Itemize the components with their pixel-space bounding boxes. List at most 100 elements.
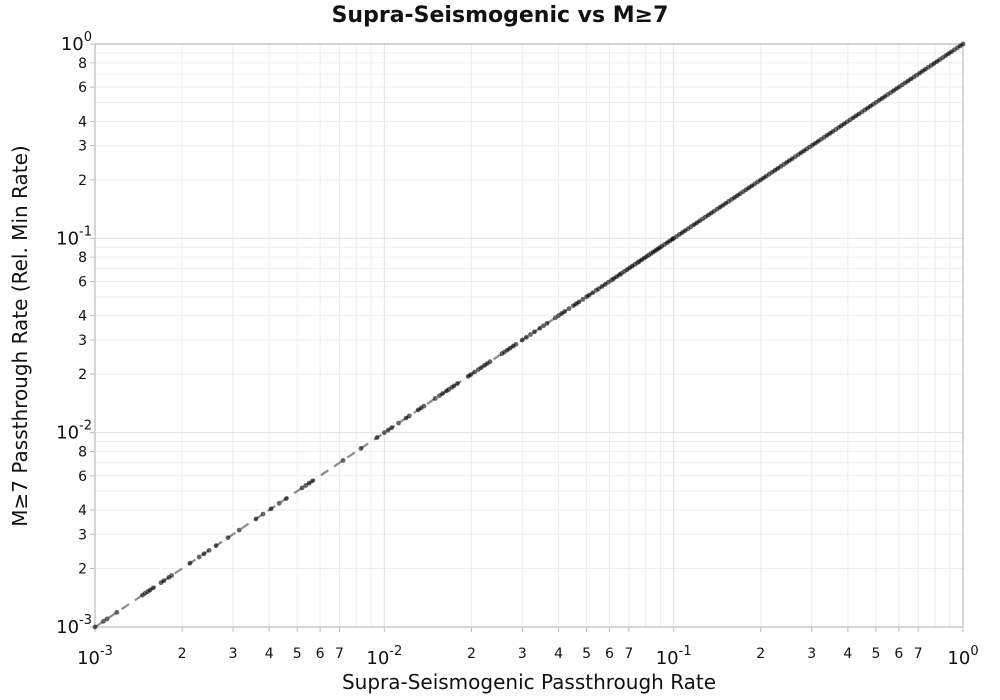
data-point bbox=[524, 334, 529, 340]
x-minor-tick-label: 5 bbox=[582, 646, 591, 662]
data-point bbox=[406, 413, 412, 419]
x-minor-tick-label: 4 bbox=[554, 646, 563, 662]
data-point bbox=[206, 547, 212, 553]
y-major-tick-label: 10-1 bbox=[56, 224, 92, 249]
y-major-tick-label: 100 bbox=[61, 30, 92, 55]
y-minor-tick-label: 8 bbox=[78, 250, 87, 266]
x-minor-tick-label: 2 bbox=[178, 646, 187, 662]
data-point bbox=[201, 551, 207, 557]
y-axis-title: M≥7 Passthrough Rate (Rel. Min Rate) bbox=[8, 145, 32, 527]
data-point bbox=[472, 369, 477, 375]
x-axis-title: Supra-Seismogenic Passthrough Rate bbox=[341, 670, 717, 694]
data-point bbox=[451, 383, 457, 389]
y-minor-tick-label: 2 bbox=[78, 173, 87, 189]
data-point bbox=[169, 573, 175, 578]
y-minor-tick-label: 3 bbox=[78, 333, 87, 349]
y-minor-tick-label: 8 bbox=[78, 444, 87, 460]
x-minor-tick-label: 5 bbox=[871, 646, 880, 662]
x-minor-tick-label: 3 bbox=[518, 646, 527, 662]
y-minor-tick-label: 3 bbox=[78, 527, 87, 543]
data-point bbox=[381, 430, 387, 436]
x-major-tick-label: 100 bbox=[947, 644, 978, 669]
data-point bbox=[586, 292, 592, 298]
y-minor-tick-label: 2 bbox=[78, 367, 87, 383]
data-point bbox=[299, 485, 305, 491]
y-minor-tick-label: 3 bbox=[78, 139, 87, 155]
x-minor-tick-label: 3 bbox=[807, 646, 816, 662]
y-minor-tick-label: 2 bbox=[78, 561, 87, 577]
data-point bbox=[590, 290, 596, 296]
data-point bbox=[396, 420, 401, 426]
x-minor-tick-label: 2 bbox=[467, 646, 476, 662]
x-minor-tick-label: 4 bbox=[265, 646, 274, 662]
data-point bbox=[101, 618, 106, 624]
data-point bbox=[340, 457, 346, 463]
data-point bbox=[455, 381, 460, 386]
data-point bbox=[596, 286, 601, 292]
data-point bbox=[537, 325, 543, 331]
data-point bbox=[478, 365, 484, 371]
data-point bbox=[268, 506, 274, 512]
y-minor-tick-label: 6 bbox=[78, 274, 87, 290]
data-point bbox=[389, 425, 395, 431]
data-point bbox=[253, 516, 259, 522]
x-minor-tick-label: 6 bbox=[316, 646, 325, 662]
data-point bbox=[161, 578, 167, 584]
x-minor-tick-label: 7 bbox=[335, 646, 344, 662]
data-point bbox=[580, 297, 586, 302]
chart-title: Supra-Seismogenic vs M≥7 bbox=[331, 3, 669, 28]
data-point bbox=[960, 41, 966, 47]
data-point bbox=[306, 480, 312, 486]
data-point bbox=[528, 332, 533, 337]
data-point bbox=[150, 585, 156, 591]
data-point bbox=[187, 560, 193, 566]
x-minor-tick-label: 2 bbox=[756, 646, 765, 662]
data-point bbox=[310, 478, 315, 484]
gridlines bbox=[94, 43, 964, 628]
data-point bbox=[385, 427, 391, 433]
data-point bbox=[421, 403, 427, 409]
data-point bbox=[213, 543, 219, 549]
data-point bbox=[276, 500, 282, 506]
data-point bbox=[283, 496, 289, 501]
data-point bbox=[519, 337, 525, 343]
data-point bbox=[531, 329, 537, 335]
data-point bbox=[468, 372, 474, 377]
y-minor-tick-label: 8 bbox=[78, 56, 87, 72]
y-major-tick-label: 10-2 bbox=[56, 419, 92, 444]
data-point bbox=[114, 609, 120, 615]
y-minor-tick-label: 4 bbox=[78, 309, 87, 325]
x-minor-tick-label: 6 bbox=[605, 646, 614, 662]
data-point bbox=[562, 309, 568, 314]
data-point bbox=[260, 511, 266, 517]
data-point bbox=[544, 320, 550, 326]
x-minor-tick-label: 3 bbox=[229, 646, 238, 662]
data-point bbox=[92, 624, 98, 630]
y-minor-tick-label: 6 bbox=[78, 469, 87, 485]
x-minor-tick-label: 7 bbox=[914, 646, 923, 662]
x-minor-tick-label: 5 bbox=[293, 646, 302, 662]
x-minor-tick-label: 4 bbox=[843, 646, 852, 662]
data-point bbox=[541, 323, 546, 329]
data-point bbox=[440, 391, 446, 396]
x-minor-tick-label: 7 bbox=[624, 646, 633, 662]
data-point bbox=[374, 435, 380, 440]
data-point bbox=[513, 341, 519, 347]
data-point bbox=[432, 396, 438, 401]
y-minor-tick-label: 6 bbox=[78, 80, 87, 96]
data-points bbox=[92, 41, 966, 630]
data-point bbox=[566, 306, 572, 311]
data-point bbox=[104, 616, 110, 622]
data-point bbox=[576, 299, 582, 305]
data-point bbox=[358, 445, 364, 451]
y-minor-tick-label: 4 bbox=[78, 503, 87, 519]
y-major-tick-label: 10-3 bbox=[56, 613, 92, 638]
data-point bbox=[225, 535, 231, 541]
data-point bbox=[303, 483, 309, 488]
data-point bbox=[236, 527, 242, 533]
x-major-tick-label: 10-3 bbox=[77, 644, 113, 669]
x-minor-tick-label: 6 bbox=[894, 646, 903, 662]
data-point bbox=[487, 359, 493, 365]
